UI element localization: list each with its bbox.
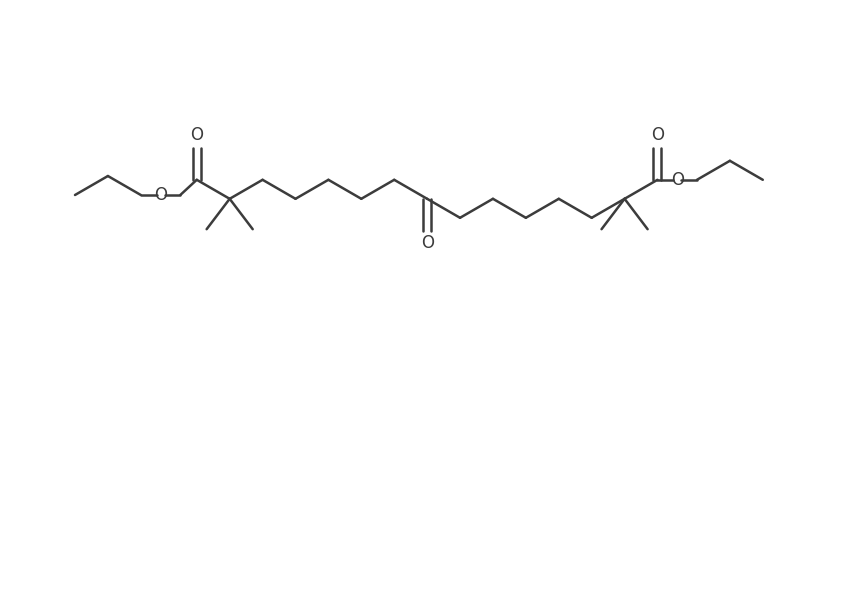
Text: O: O: [421, 234, 434, 252]
Text: O: O: [190, 126, 203, 144]
Text: O: O: [154, 186, 167, 204]
Text: O: O: [671, 171, 684, 189]
Text: O: O: [651, 126, 664, 144]
